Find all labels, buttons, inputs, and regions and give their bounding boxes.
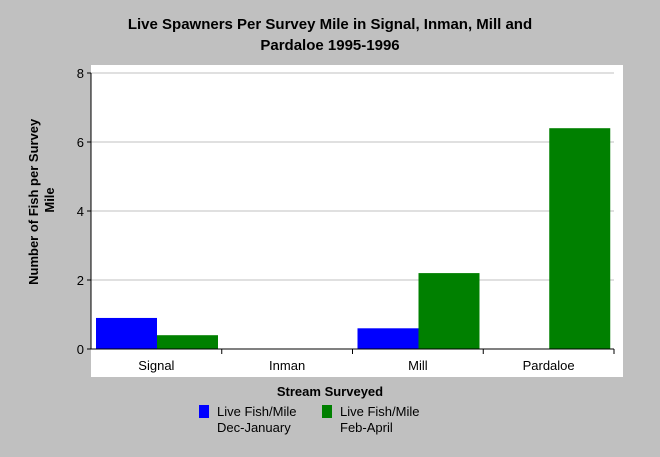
chart-title: Live Spawners Per Survey Mile in Signal,… xyxy=(0,14,660,56)
x-tick-label-signal: Signal xyxy=(138,358,174,373)
y-tick-label-2: 4 xyxy=(77,204,84,219)
axes xyxy=(87,72,615,354)
grid-lines xyxy=(91,72,614,281)
y-tick-label-0: 0 xyxy=(77,342,84,357)
x-tick-label-mill: Mill xyxy=(408,358,428,373)
legend-item-dec-january: Live Fish/Mile Dec-January xyxy=(199,404,296,436)
y-tick-labels: 0 2 4 6 8 xyxy=(77,66,84,357)
bars xyxy=(96,128,611,349)
y-tick-label-3: 6 xyxy=(77,135,84,150)
bar-signal-series-0 xyxy=(96,317,157,349)
x-tick-label-pardaloe: Pardaloe xyxy=(523,358,575,373)
legend-label-dec-january-line2: Dec-January xyxy=(217,420,291,435)
x-tick-labels: Signal Inman Mill Pardaloe xyxy=(138,358,574,373)
bar-mill-series-0 xyxy=(357,328,419,349)
y-tick-label-4: 8 xyxy=(77,66,84,81)
y-tick-label-1: 2 xyxy=(77,273,84,288)
y-axis-title-line1: Number of Fish per Survey xyxy=(26,118,41,285)
plot-area xyxy=(91,65,623,377)
legend-swatch-feb-april xyxy=(322,405,332,418)
y-axis-title-line2: Mile xyxy=(42,187,57,212)
legend-swatch-dec-january xyxy=(199,405,209,418)
x-axis-title: Stream Surveyed xyxy=(276,384,384,399)
legend-label-dec-january-line1: Live Fish/Mile xyxy=(217,404,297,419)
y-axis-title: Number of Fish per Survey Mile xyxy=(26,115,57,285)
bar-signal-series-1 xyxy=(157,335,218,349)
bar-mill-series-1 xyxy=(418,273,480,349)
legend-label-feb-april-line1: Live Fish/Mile xyxy=(340,404,420,419)
legend-label-feb-april-line2: Feb-April xyxy=(340,420,393,435)
legend-item-feb-april: Live Fish/Mile Feb-April xyxy=(322,404,419,436)
chart-title-line2: Pardaloe 1995-1996 xyxy=(260,37,400,54)
bar-pardaloe-series-1 xyxy=(549,128,611,349)
x-tick-label-inman: Inman xyxy=(269,358,305,373)
chart-title-line1: Live Spawners Per Survey Mile in Signal,… xyxy=(127,16,533,33)
